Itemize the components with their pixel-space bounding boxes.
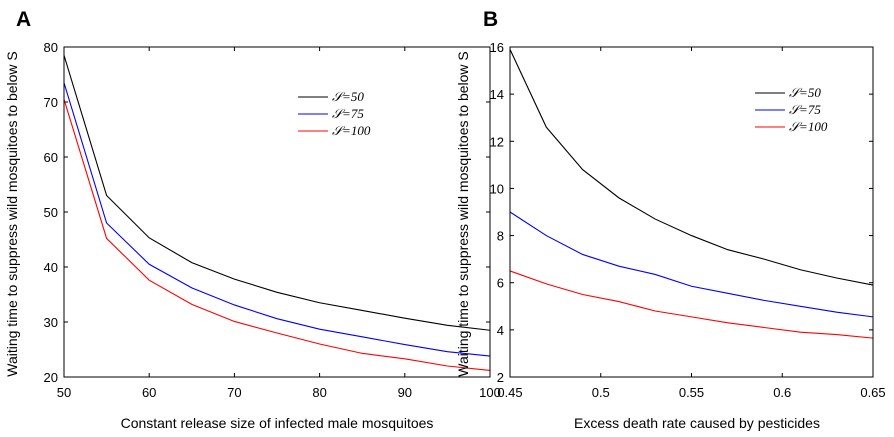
panel-b-series-line-3 — [509, 270, 874, 339]
panel-b-x-tick-label: 0.5 — [592, 385, 610, 400]
panel-a-ticks: 20 30 40 50 60 70 80 50 60 70 80 90 100 — [44, 40, 501, 400]
panel-a: A Waiting time to suppress wild mosquito… — [4, 8, 501, 431]
panel-a-series-line-3 — [63, 99, 491, 371]
panel-b-series-line-2 — [509, 211, 874, 318]
panel-b-x-tick-label: 0.55 — [679, 385, 704, 400]
panel-a-legend-label-1: 𝒮=50 — [332, 89, 364, 104]
panel-a-x-tick-label: 90 — [398, 385, 412, 400]
panel-a-x-tick-label: 100 — [479, 385, 501, 400]
panel-b-legend-label-1: 𝒮=50 — [789, 85, 821, 100]
panel-a-y-tick-label: 30 — [44, 315, 58, 330]
panel-a-y-tick-label: 40 — [44, 260, 58, 275]
panel-b-y-tick-label: 16 — [490, 40, 504, 55]
panel-a-y-tick-label: 60 — [44, 150, 58, 165]
panel-a-y-tick-label: 70 — [44, 95, 58, 110]
panel-b-series-line-1 — [509, 49, 874, 286]
panel-a-legend: 𝒮=50 𝒮=75 𝒮=100 — [298, 89, 371, 138]
panel-b-series-lines — [509, 49, 874, 339]
panel-b-x-tick-label: 0.65 — [860, 385, 885, 400]
panel-a-plot-frame — [63, 46, 491, 378]
panel-b-y-tick-label: 8 — [497, 229, 504, 244]
panel-a-legend-label-3: 𝒮=100 — [332, 123, 371, 138]
panel-a-series-line-2 — [63, 82, 491, 357]
panel-a-x-tick-label: 80 — [312, 385, 326, 400]
panel-b-y-tick-label: 4 — [497, 323, 504, 338]
panel-b-legend-label-3: 𝒮=100 — [789, 119, 828, 134]
panel-b-x-tick-label: 0.6 — [773, 385, 791, 400]
panel-b-ticks: 2 4 6 8 10 12 14 16 0.45 0.5 0.55 0.6 0.65 — [490, 40, 886, 400]
panel-a-letter: A — [16, 8, 31, 31]
panel-b-plot-frame — [509, 46, 874, 378]
panel-b-legend: 𝒮=50 𝒮=75 𝒮=100 — [755, 85, 828, 134]
panel-b-y-axis-label: Waiting time to suppress wild mosquitoes… — [455, 51, 471, 377]
panel-b-y-tick-label: 14 — [490, 87, 504, 102]
panel-a-x-tick-label: 60 — [142, 385, 156, 400]
panel-a-x-tick-label: 70 — [227, 385, 241, 400]
panel-a-y-axis-label: Waiting time to suppress wild mosquitoes… — [4, 51, 20, 377]
panel-a-y-tick-label: 20 — [44, 370, 58, 385]
panel-b-y-tick-label: 10 — [490, 181, 504, 196]
panel-b-x-axis-label: Excess death rate caused by pesticides — [574, 415, 820, 431]
panel-b-y-tick-label: 6 — [497, 276, 504, 291]
panel-a-y-tick-label: 80 — [44, 40, 58, 55]
panel-a-legend-label-2: 𝒮=75 — [332, 106, 364, 121]
panel-a-x-tick-label: 50 — [57, 385, 71, 400]
panel-b-x-tick-label: 0.45 — [497, 385, 522, 400]
panel-a-series-lines — [63, 55, 491, 371]
panel-a-y-tick-label: 50 — [44, 205, 58, 220]
panel-b-y-tick-label: 12 — [490, 134, 504, 149]
panel-b: B Waiting time to suppress wild mosquito… — [455, 8, 886, 431]
panel-b-y-tick-label: 2 — [497, 370, 504, 385]
panel-a-series-line-1 — [63, 55, 491, 331]
panel-b-legend-label-2: 𝒮=75 — [789, 102, 821, 117]
panel-b-letter: B — [483, 8, 498, 31]
panel-a-x-axis-label: Constant release size of infected male m… — [121, 415, 434, 431]
